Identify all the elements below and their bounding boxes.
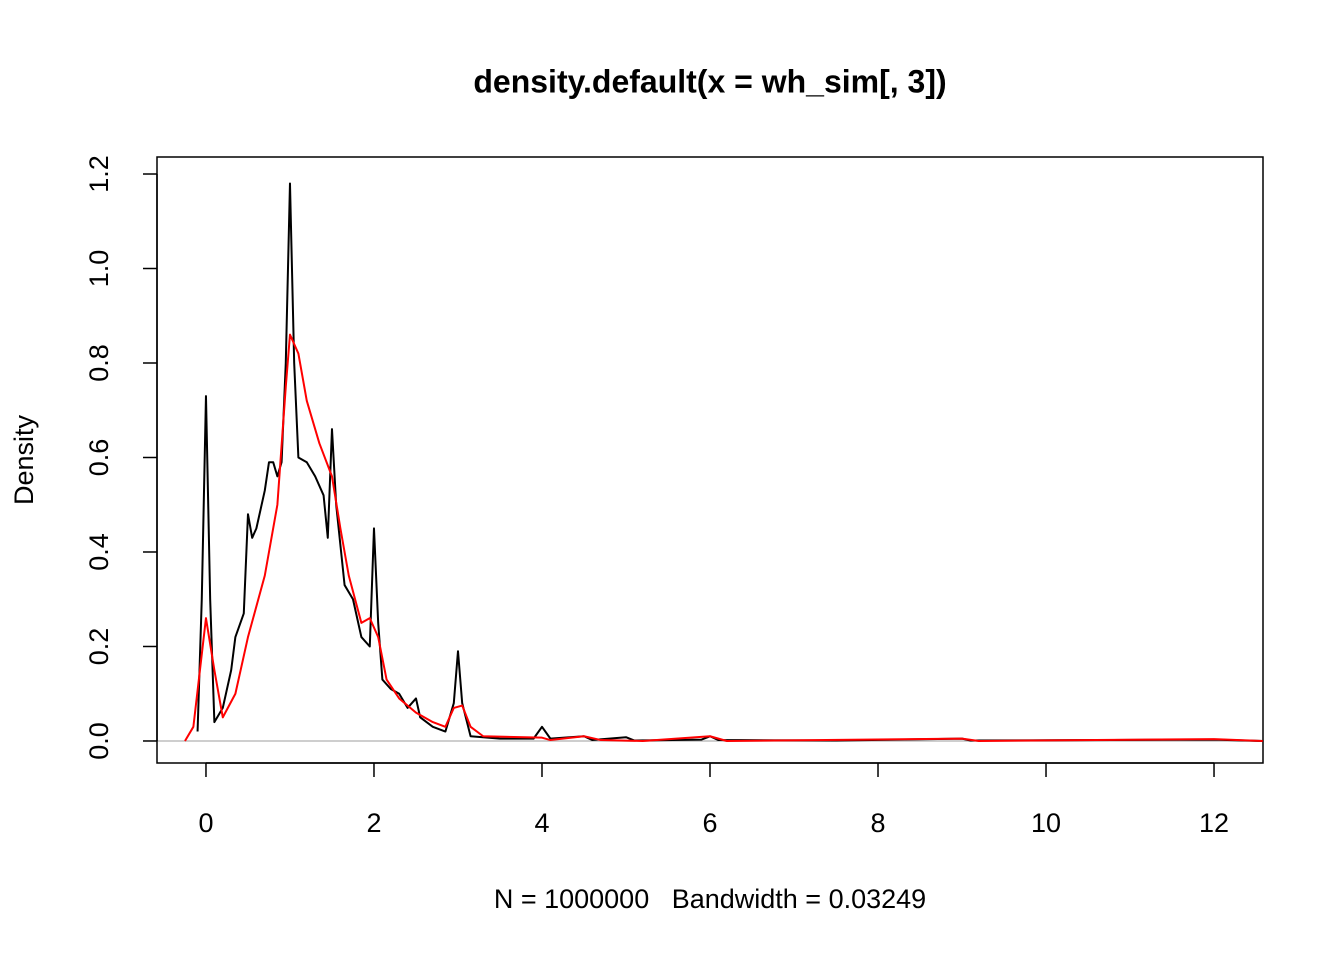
x-tick-label: 12: [1199, 808, 1229, 838]
x-tick-label: 8: [870, 808, 885, 838]
x-tick-label: 2: [366, 808, 381, 838]
chart-title: density.default(x = wh_sim[, 3]): [473, 63, 946, 99]
y-tick-label: 0.6: [84, 439, 114, 477]
density-line: [196, 182, 1263, 742]
x-tick-label: 4: [534, 808, 549, 838]
y-tick-label: 0.2: [84, 628, 114, 666]
density-line: [184, 333, 1263, 742]
x-tick-label: 0: [198, 808, 213, 838]
y-tick-label: 0.4: [84, 533, 114, 571]
plot-frame: [156, 156, 1264, 764]
y-tick-label: 0.0: [84, 722, 114, 760]
y-axis-label: Density: [9, 414, 39, 505]
y-tick-label: 1.0: [84, 250, 114, 288]
x-tick-label: 10: [1031, 808, 1061, 838]
y-tick-label: 0.8: [84, 344, 114, 382]
x-axis-label: N = 1000000 Bandwidth = 0.03249: [494, 884, 926, 914]
y-tick-label: 1.2: [84, 155, 114, 193]
x-tick-label: 6: [702, 808, 717, 838]
